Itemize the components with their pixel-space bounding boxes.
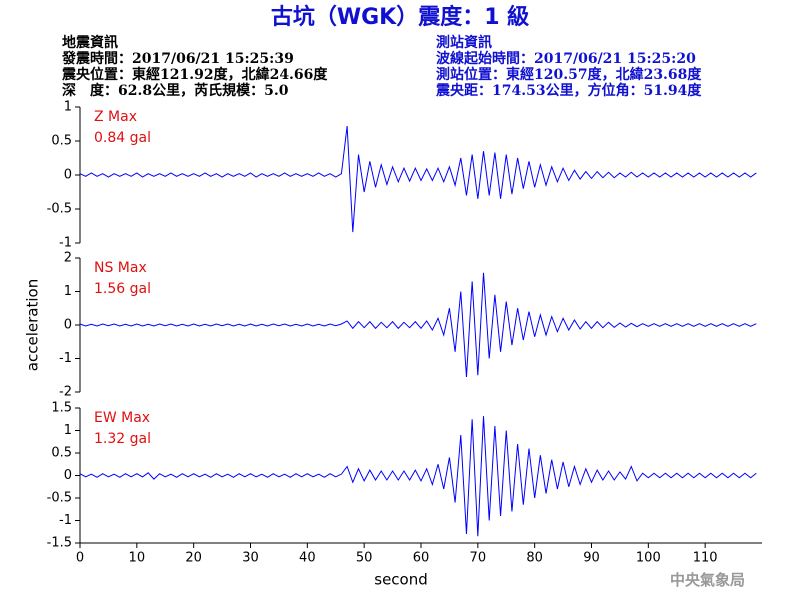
info-line: 震央距：174.53公里，方位角：51.94度 <box>435 82 702 99</box>
info-line: 測站位置：東經120.57度，北緯23.68度 <box>436 66 702 83</box>
max-label: NS Max <box>94 260 147 276</box>
y-tick-label: 1 <box>64 100 72 115</box>
y-tick-label: 1 <box>64 423 72 438</box>
x-tick-label: 80 <box>526 551 543 566</box>
info-line: 發震時間：2017/06/21 15:25:39 <box>61 50 294 67</box>
y-tick-label: 0 <box>64 318 72 333</box>
x-tick-label: 0 <box>76 551 84 566</box>
x-tick-label: 50 <box>356 551 373 566</box>
x-tick-label: 30 <box>242 551 259 566</box>
y-tick-label: 0.5 <box>51 446 72 461</box>
info-line: 測站資訊 <box>436 34 492 51</box>
y-axis-label: acceleration <box>24 279 42 371</box>
max-label: 1.32 gal <box>94 431 151 447</box>
max-label: 0.84 gal <box>94 130 151 146</box>
y-tick-label: -1.5 <box>47 536 72 551</box>
waveform <box>79 272 757 377</box>
max-label: 1.56 gal <box>94 281 151 297</box>
x-tick-label: 20 <box>185 551 202 566</box>
waveform <box>79 125 757 233</box>
y-tick-label: 0.5 <box>51 134 72 149</box>
x-tick-label: 100 <box>636 551 661 566</box>
x-tick-label: 110 <box>693 551 718 566</box>
y-tick-label: 2 <box>64 251 72 266</box>
y-tick-label: -1 <box>59 513 72 528</box>
x-tick-label: 40 <box>299 551 316 566</box>
y-tick-label: 0 <box>64 168 72 183</box>
info-line: 深 度：62.8公里，芮氏規模：5.0 <box>62 82 289 99</box>
info-line: 地震資訊 <box>62 34 118 51</box>
y-tick-label: -2 <box>59 385 72 400</box>
y-tick-label: -1 <box>59 351 72 366</box>
info-line: 震央位置：東經121.92度，北緯24.66度 <box>61 66 328 83</box>
chart-title: 古坑（WGK）震度：1 級 <box>271 4 529 30</box>
y-tick-label: -0.5 <box>47 491 72 506</box>
x-tick-label: 10 <box>129 551 146 566</box>
y-tick-label: -1 <box>59 236 72 251</box>
max-label: Z Max <box>94 109 137 125</box>
max-label: EW Max <box>94 410 150 426</box>
info-line: 波線起始時間：2017/06/21 15:25:20 <box>436 50 696 67</box>
y-tick-label: 0 <box>64 468 72 483</box>
x-tick-label: 70 <box>470 551 487 566</box>
y-tick-label: -0.5 <box>47 202 72 217</box>
footer: 中央氣象局 <box>670 571 745 589</box>
x-tick-label: 60 <box>413 551 430 566</box>
x-axis-label: second <box>374 571 428 589</box>
x-tick-label: 90 <box>583 551 600 566</box>
y-tick-label: 1 <box>64 284 72 299</box>
waveform <box>79 416 757 537</box>
y-tick-label: 1.5 <box>51 401 72 416</box>
